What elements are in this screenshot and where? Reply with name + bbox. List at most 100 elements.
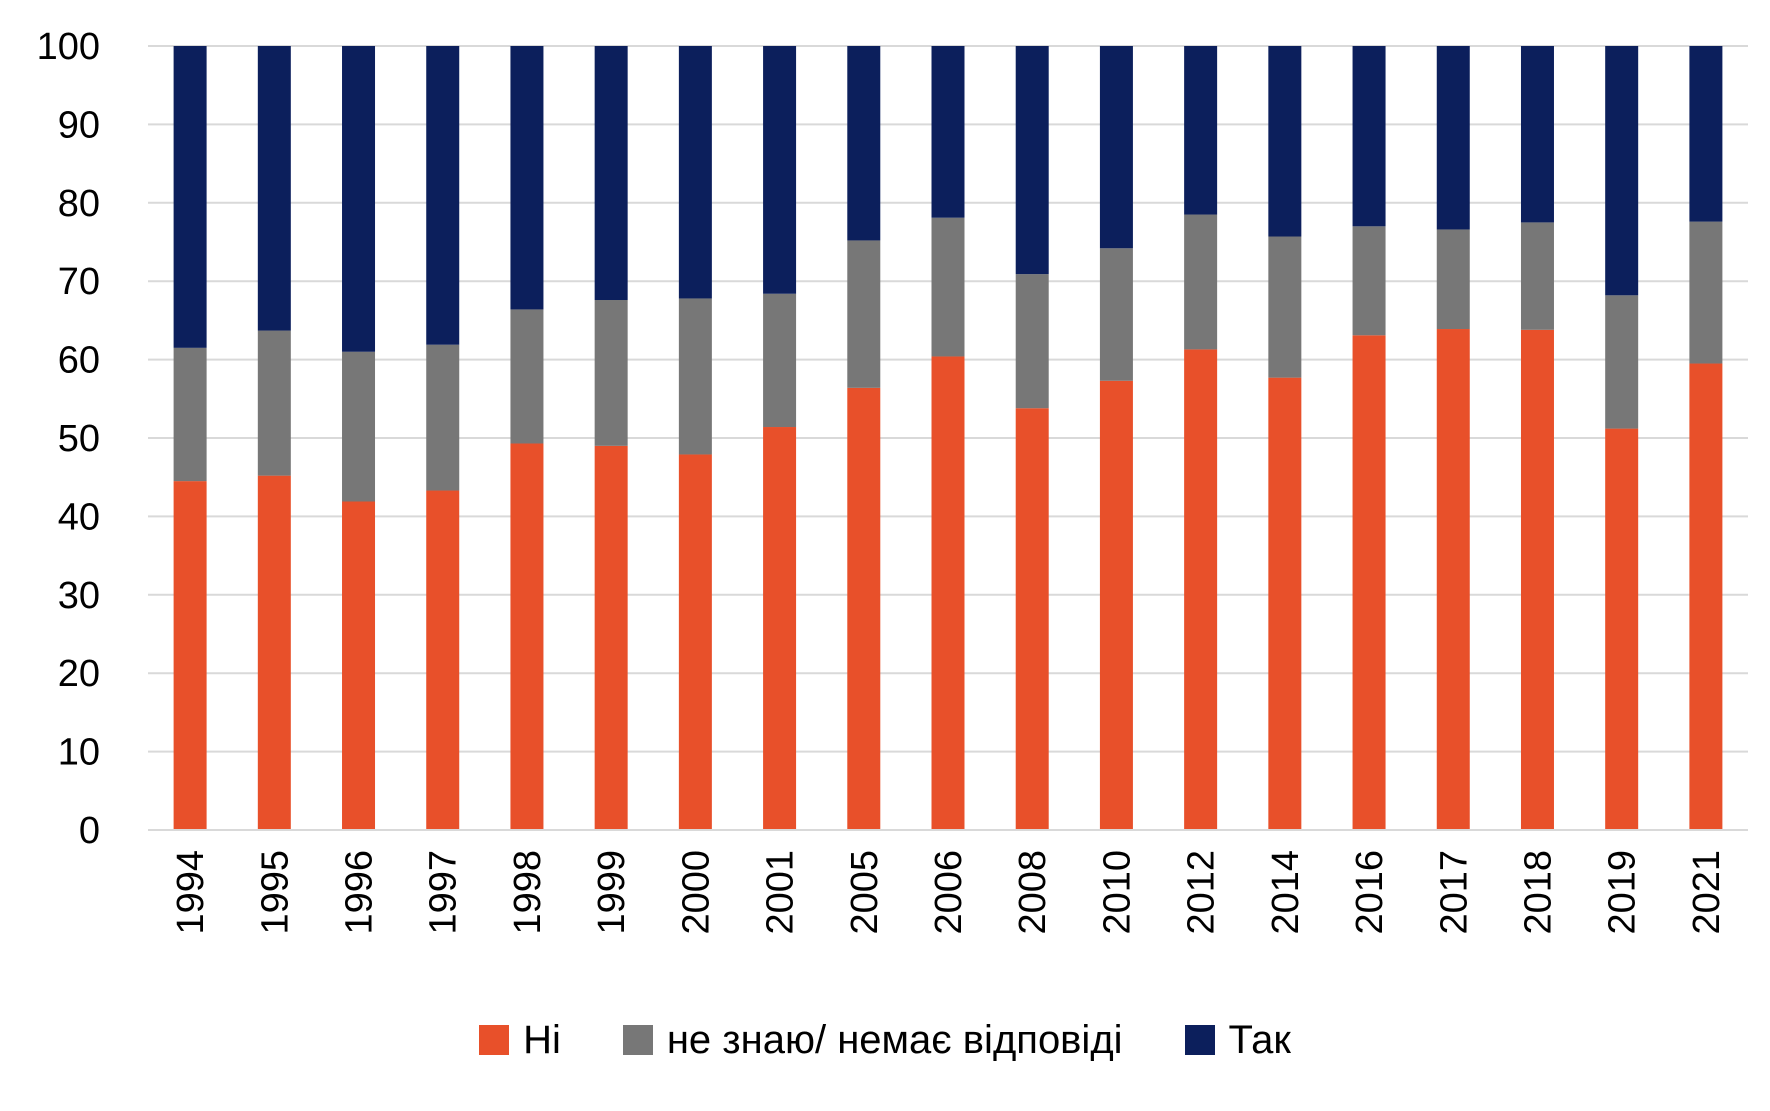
bar-2006-series-1 xyxy=(931,217,965,357)
y-tick-label: 80 xyxy=(58,183,100,225)
bar-1995-series-1 xyxy=(257,330,291,476)
legend-item-ni: Ні xyxy=(479,1018,561,1063)
legend-swatch-ni xyxy=(479,1025,510,1055)
bar-2005-series-0 xyxy=(847,387,881,830)
x-tick-label: 2017 xyxy=(1433,850,1475,935)
bar-2001-series-1 xyxy=(763,293,797,428)
bar-1994-series-2 xyxy=(173,46,207,348)
legend-item-dont-know: не знаю/ немає відповіді xyxy=(622,1017,1123,1063)
bar-2005-series-2 xyxy=(847,46,881,241)
x-tick-label: 2001 xyxy=(760,850,802,935)
bar-2012-series-0 xyxy=(1184,349,1218,830)
y-tick-label: 100 xyxy=(37,26,100,68)
bar-2018-series-1 xyxy=(1520,222,1554,330)
bar-1996-series-0 xyxy=(342,501,376,830)
bar-1998-series-1 xyxy=(510,309,544,444)
bar-2000-series-2 xyxy=(678,46,712,299)
bar-2010-series-2 xyxy=(1099,46,1133,249)
bar-2010-series-1 xyxy=(1099,248,1133,381)
bar-1999-series-2 xyxy=(594,46,628,301)
legend-label-tak: Так xyxy=(1228,1017,1291,1062)
bar-1997-series-1 xyxy=(426,344,460,491)
bar-2019-series-0 xyxy=(1605,428,1639,830)
y-tick-label: 40 xyxy=(58,496,100,538)
bar-2017-series-1 xyxy=(1436,229,1470,330)
bar-2012-series-1 xyxy=(1184,214,1218,350)
x-tick-label: 2012 xyxy=(1181,850,1223,935)
y-tick-label: 50 xyxy=(58,418,100,460)
bar-2010-series-0 xyxy=(1099,380,1133,830)
bar-2017-series-0 xyxy=(1436,329,1470,830)
y-tick-label: 70 xyxy=(58,261,100,303)
x-tick-label: 2000 xyxy=(675,850,717,935)
legend: Ні не знаю/ немає відповіді Так xyxy=(0,1015,1770,1065)
bar-2000-series-0 xyxy=(678,454,712,830)
bar-2018-series-0 xyxy=(1520,329,1554,830)
bar-2021-series-2 xyxy=(1689,46,1723,222)
bar-1996-series-1 xyxy=(342,351,376,502)
x-tick-label: 1999 xyxy=(591,850,633,935)
x-tick-label: 2005 xyxy=(844,850,886,935)
y-tick-label: 90 xyxy=(58,104,100,146)
bar-2019-series-2 xyxy=(1605,46,1639,296)
x-tick-label: 2019 xyxy=(1602,850,1644,935)
bar-2019-series-1 xyxy=(1605,295,1639,429)
bar-2008-series-1 xyxy=(1015,274,1049,409)
x-tick-label: 2008 xyxy=(1012,850,1054,935)
bar-2014-series-0 xyxy=(1268,377,1302,830)
legend-label-ni: Ні xyxy=(523,1017,561,1062)
x-tick-label: 1995 xyxy=(254,850,296,935)
x-tick-label: 1998 xyxy=(507,850,549,935)
y-tick-label: 10 xyxy=(58,732,100,774)
bar-1994-series-1 xyxy=(173,347,207,482)
bar-1995-series-2 xyxy=(257,46,291,331)
bar-1994-series-0 xyxy=(173,481,207,830)
x-tick-label: 1997 xyxy=(423,850,465,935)
legend-label-dont-know: не знаю/ немає відповіді xyxy=(666,1017,1123,1062)
bar-2021-series-0 xyxy=(1689,363,1723,830)
y-tick-label: 30 xyxy=(58,575,100,617)
bar-1995-series-0 xyxy=(257,475,291,830)
x-tick-label: 2010 xyxy=(1096,850,1138,935)
x-tick-label: 2021 xyxy=(1686,850,1728,935)
bar-2005-series-1 xyxy=(847,240,881,388)
x-tick-label: 1996 xyxy=(339,850,381,935)
y-tick-label: 60 xyxy=(58,340,100,382)
bars xyxy=(173,46,1723,830)
axes: 0 10 20 30 40 50 60 70 80 90 100 1994 1995 1996 1997 19… xyxy=(37,26,1748,935)
bar-2008-series-2 xyxy=(1015,46,1049,275)
bar-2016-series-0 xyxy=(1352,335,1386,830)
bar-2006-series-0 xyxy=(931,356,965,830)
bar-2000-series-1 xyxy=(678,298,712,455)
bar-2016-series-1 xyxy=(1352,226,1386,336)
x-tick-label: 2016 xyxy=(1349,850,1391,935)
bar-2001-series-0 xyxy=(763,427,797,830)
bar-1999-series-1 xyxy=(594,300,628,446)
bar-2017-series-2 xyxy=(1436,46,1470,230)
x-tick-label: 2014 xyxy=(1265,850,1307,935)
bar-2021-series-1 xyxy=(1689,221,1723,364)
bar-2014-series-1 xyxy=(1268,236,1302,378)
bar-2018-series-2 xyxy=(1520,46,1554,223)
legend-item-tak: Так xyxy=(1184,1017,1291,1063)
legend-swatch-dont-know xyxy=(622,1025,653,1055)
x-tick-label: 2006 xyxy=(928,850,970,935)
bar-2006-series-2 xyxy=(931,46,965,218)
bar-1999-series-0 xyxy=(594,445,628,830)
bar-2008-series-0 xyxy=(1015,408,1049,830)
bar-1996-series-2 xyxy=(342,46,376,352)
bar-2012-series-2 xyxy=(1184,46,1218,215)
bar-2001-series-2 xyxy=(763,46,797,294)
bar-2016-series-2 xyxy=(1352,46,1386,227)
bar-1998-series-2 xyxy=(510,46,544,310)
bar-1998-series-0 xyxy=(510,443,544,830)
x-tick-label: 1994 xyxy=(170,850,212,935)
y-tick-label: 20 xyxy=(58,653,100,695)
bar-1997-series-0 xyxy=(426,490,460,830)
bar-2014-series-2 xyxy=(1268,46,1302,237)
legend-swatch-tak xyxy=(1184,1025,1215,1055)
bar-1997-series-2 xyxy=(426,46,460,345)
x-tick-label: 2018 xyxy=(1517,850,1559,935)
